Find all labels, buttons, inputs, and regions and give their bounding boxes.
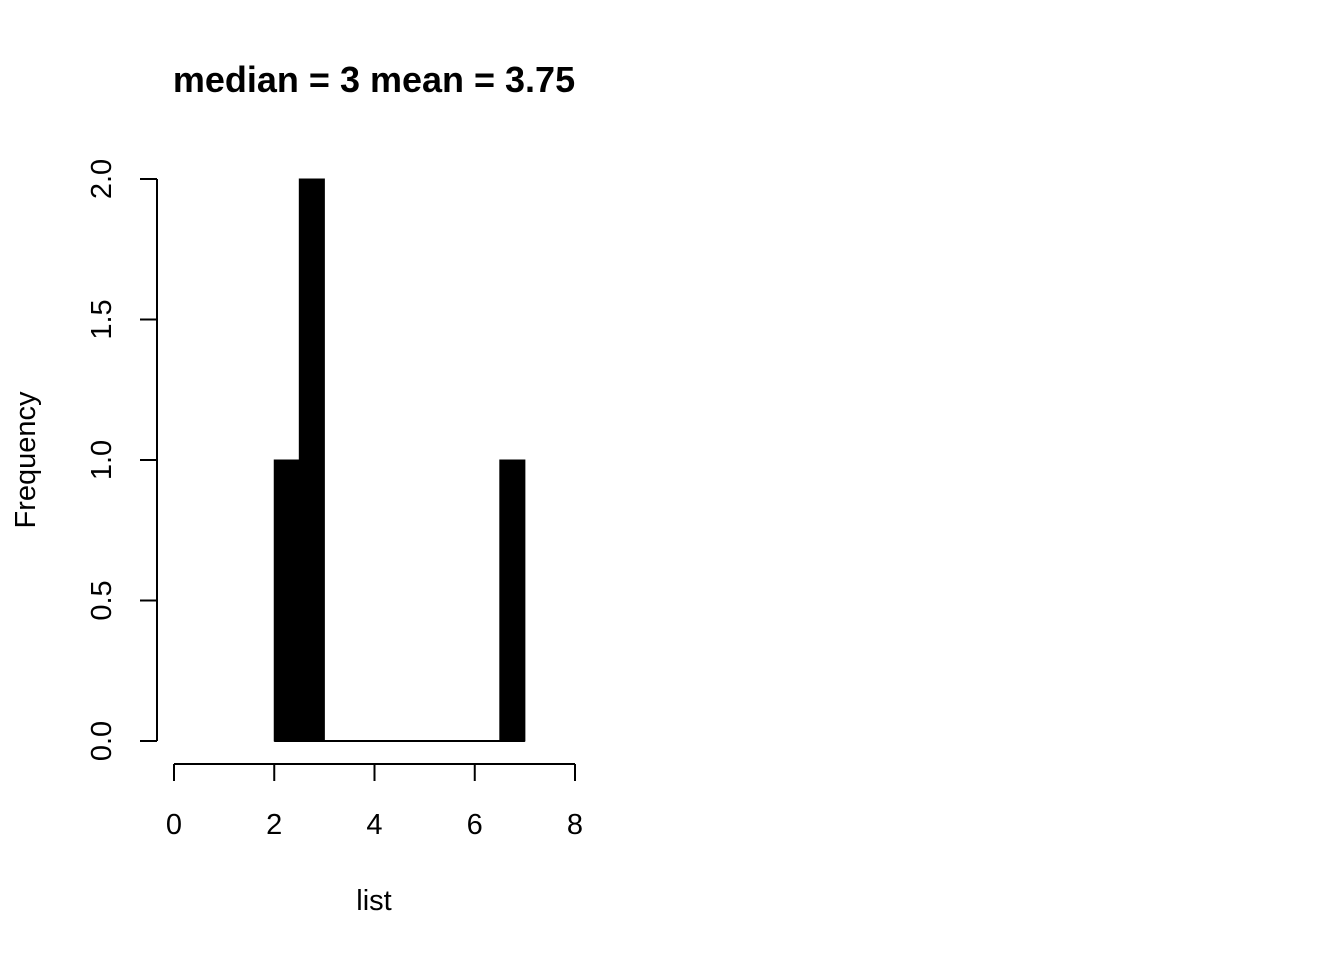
histogram-bar-1 [298,178,325,742]
y-tick-label: 1.5 [86,299,118,339]
x-tick-label: 8 [567,809,583,841]
y-axis: 0.0 0.5 1.0 1.5 2.0 [86,159,158,761]
x-tick-label: 6 [467,809,483,841]
x-tick-label: 0 [166,809,182,841]
x-tick-label: 2 [266,809,282,841]
bars-group [273,178,526,742]
histogram-bar-9 [499,459,526,742]
y-tick-label: 0.5 [86,580,118,620]
x-axis-label: list [356,885,391,917]
x-tick-label: 4 [366,809,382,841]
y-tick-label: 2.0 [86,159,118,199]
x-axis: 0 2 4 6 8 [166,763,583,841]
y-tick-label: 0.0 [86,721,118,761]
y-axis-label: Frequency [10,391,42,529]
chart-title: median = 3 mean = 3.75 [173,59,575,100]
histogram-bar-0 [273,459,300,742]
y-tick-label: 1.0 [86,440,118,480]
